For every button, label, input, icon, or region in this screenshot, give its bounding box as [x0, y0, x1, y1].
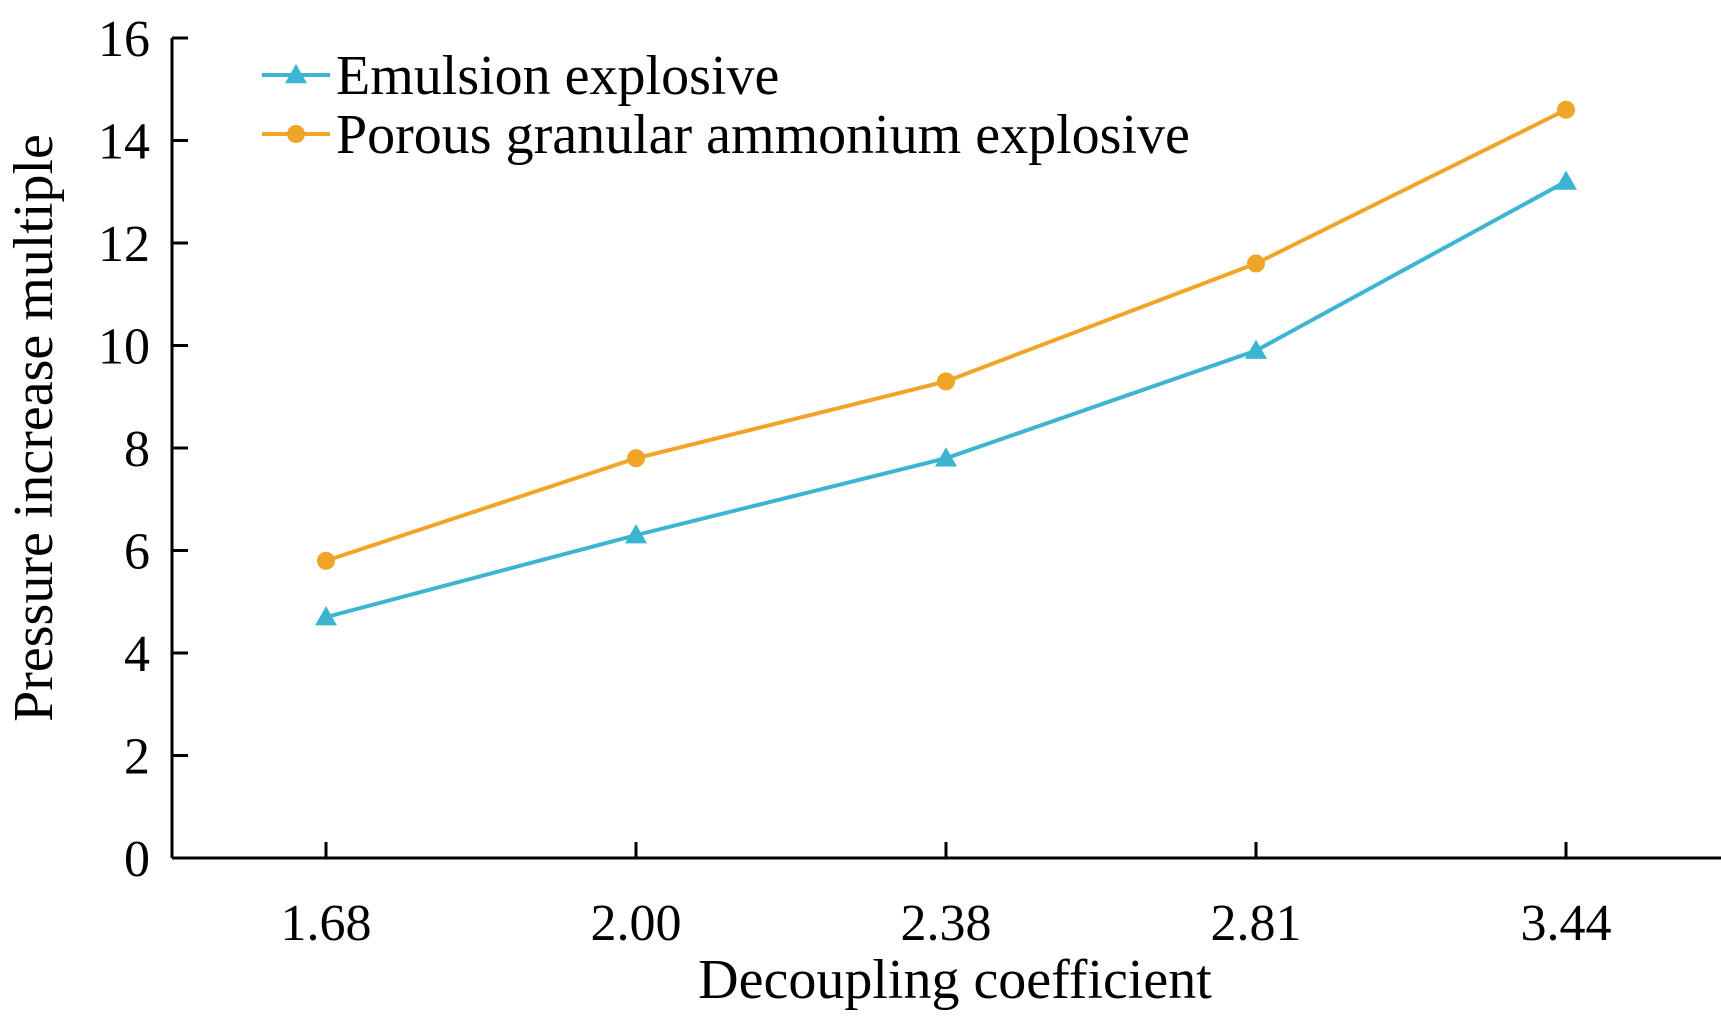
x-tick-label: 1.68: [281, 895, 372, 952]
y-tick-label: 2: [124, 729, 150, 786]
data-point: [937, 372, 955, 391]
y-tick-label: 8: [124, 421, 150, 478]
y-tick-label: 0: [124, 831, 150, 888]
y-ticks: 0 2 4 6 8 10 12 14 16: [98, 11, 188, 888]
series-2: [317, 100, 1575, 570]
y-tick-label: 14: [98, 114, 150, 171]
legend-marker: [285, 64, 307, 84]
legend-item: Porous granular ammonium explosive: [262, 104, 1190, 166]
x-axis-title: Decoupling coefficient: [698, 949, 1212, 1011]
series: [315, 100, 1577, 626]
data-point: [317, 551, 335, 570]
x-tick-label: 2.00: [591, 895, 682, 952]
y-axis-title: Pressure increase multiple: [3, 134, 65, 722]
y-tick-label: 12: [98, 216, 150, 273]
data-point: [627, 449, 645, 468]
series-line: [325, 179, 1567, 620]
data-point: [1247, 254, 1265, 273]
x-tick-label: 2.81: [1211, 895, 1302, 952]
y-tick-label: 10: [98, 319, 150, 376]
data-point: [1557, 100, 1575, 119]
x-ticks: 1.68 2.00 2.38 2.81 3.44: [281, 842, 1612, 952]
data-point: [315, 606, 337, 626]
x-tick-label: 3.44: [1521, 895, 1612, 952]
legend-marker: [287, 125, 305, 143]
y-tick-label: 16: [98, 11, 150, 68]
y-tick-label: 6: [124, 524, 150, 581]
legend-item: Emulsion explosive: [262, 45, 779, 107]
series-line: [325, 107, 1567, 563]
data-point: [625, 524, 647, 544]
data-point: [1245, 339, 1267, 359]
data-point: [1555, 170, 1577, 190]
legend-label: Porous granular ammonium explosive: [336, 104, 1190, 166]
x-tick-label: 2.38: [901, 895, 992, 952]
data-point: [935, 447, 957, 467]
y-tick-label: 4: [124, 626, 150, 683]
legend-label: Emulsion explosive: [336, 45, 779, 107]
series-1: [315, 170, 1577, 626]
